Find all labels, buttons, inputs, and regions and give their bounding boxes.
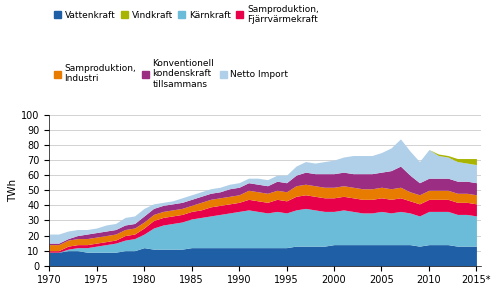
Legend: Vattenkraft, Vindkraft, Kärnkraft, Samproduktion,
Fjärrvärmekraft: Vattenkraft, Vindkraft, Kärnkraft, Sampr… <box>54 5 319 24</box>
Y-axis label: TWh: TWh <box>8 179 18 202</box>
Legend: Samproduktion,
Industri, Konventionell
kondenskraft
tillsammans, Netto Import: Samproduktion, Industri, Konventionell k… <box>54 59 288 89</box>
